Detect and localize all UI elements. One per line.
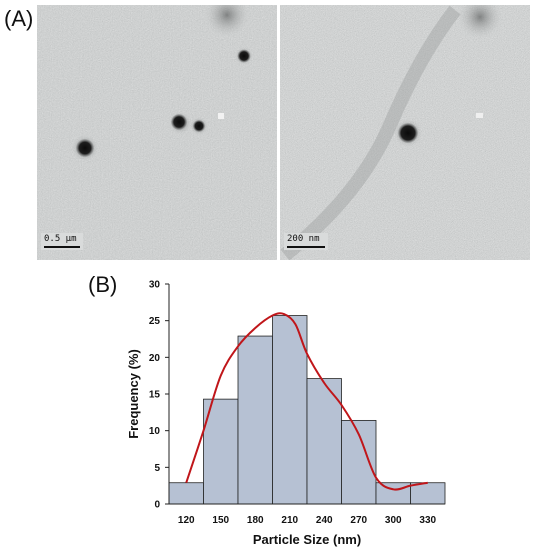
- y-axis-title: Frequency (%): [126, 349, 141, 439]
- y-tick-label: 30: [149, 280, 161, 291]
- panel-a-label: (A): [4, 6, 34, 31]
- histogram-bar: [203, 398, 239, 505]
- scalebar-left-line: [44, 246, 80, 248]
- x-tick-label: 330: [419, 515, 436, 526]
- histogram-bar: [168, 482, 204, 505]
- x-tick-label: 300: [385, 515, 402, 526]
- scalebar-left-label: 0.5 µm: [44, 234, 77, 244]
- histogram-bar: [375, 482, 411, 505]
- x-tick-label: 270: [350, 515, 367, 526]
- x-tick-label: 150: [212, 515, 229, 526]
- scalebar-left: 0.5 µm: [41, 233, 83, 250]
- x-tick-label: 210: [281, 515, 298, 526]
- histogram-bar: [237, 335, 273, 505]
- histogram-bar: [306, 378, 342, 505]
- x-tick-label: 180: [247, 515, 264, 526]
- histogram-svg: 0 5 10 15 20 25 30 120 150 180 210 240 270 300 330 Part…: [126, 280, 446, 547]
- x-tick-label: 120: [178, 515, 195, 526]
- histogram-bar: [410, 482, 446, 505]
- tem-micrograph-left: [37, 5, 277, 260]
- scalebar-right-line: [287, 246, 325, 248]
- tem-micrograph-right: [280, 5, 530, 260]
- tem-image-right: 200 nm: [280, 5, 530, 260]
- x-axis-title: Particle Size (nm): [253, 532, 361, 547]
- x-tick-label: 240: [316, 515, 333, 526]
- panel-b-label: (B): [88, 272, 118, 297]
- y-tick-label: 10: [149, 426, 161, 437]
- y-tick-label: 25: [149, 316, 161, 327]
- y-tick-label: 5: [154, 463, 160, 474]
- histogram-bar: [272, 315, 308, 505]
- scalebar-right-label: 200 nm: [287, 234, 320, 244]
- histogram-chart: 0 5 10 15 20 25 30 120 150 180 210 240 270 300 330 Part…: [100, 272, 540, 550]
- y-tick-label: 0: [154, 500, 160, 511]
- distribution-fit-curve: [185, 312, 428, 491]
- y-tick-label: 15: [149, 390, 161, 401]
- scalebar-right: 200 nm: [284, 233, 328, 250]
- tem-image-left: 0.5 µm: [37, 5, 277, 260]
- y-tick-label: 20: [149, 353, 161, 364]
